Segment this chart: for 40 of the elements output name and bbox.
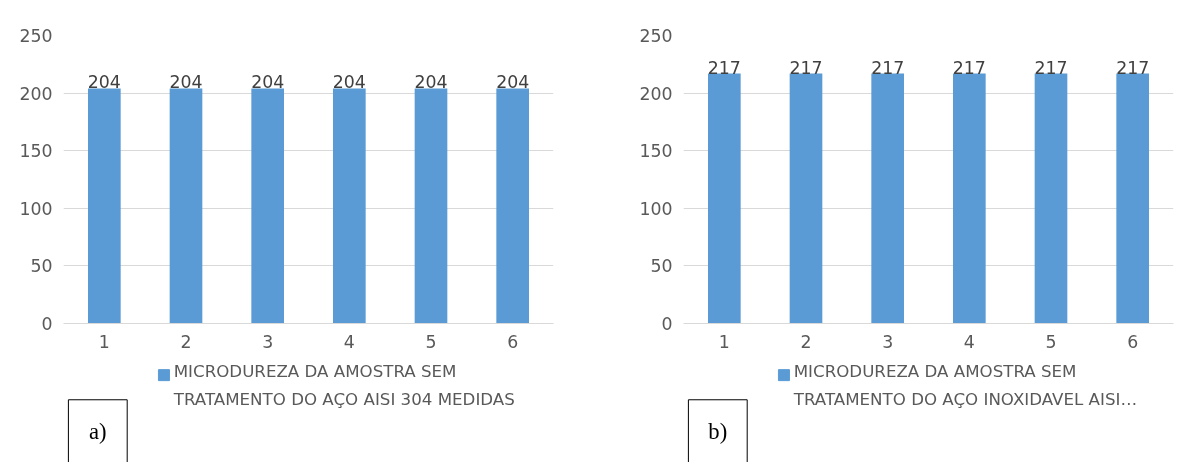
data-label: 217: [871, 57, 905, 78]
data-label: 204: [332, 72, 366, 93]
x-tick-label: 5: [1045, 331, 1057, 352]
x-tick-label: 2: [180, 331, 192, 352]
data-label: 204: [169, 72, 203, 93]
y-tick-label: 150: [639, 141, 673, 162]
text: b): [708, 418, 728, 444]
y-tick-label: 150: [19, 141, 53, 162]
data-label: 217: [707, 57, 741, 78]
y-tick-label: 200: [639, 83, 673, 104]
x-tick-label: 2: [800, 331, 812, 352]
data-label: 217: [1116, 57, 1150, 78]
y-tick-label: 100: [639, 198, 673, 219]
y-tick-label: 250: [639, 26, 673, 46]
x-tick-label: 3: [262, 331, 274, 352]
x-tick-label: 6: [1127, 331, 1139, 352]
y-tick-label: 100: [19, 198, 53, 219]
y-tick-label: 250: [19, 26, 53, 46]
legend-label: MICRODUREZA DA AMOSTRA SEM TRATAMENTO DO AÇO AISI 304 MEDIDAS: [172, 361, 515, 410]
data-label: 217: [952, 57, 986, 78]
x-tick-label: 6: [507, 331, 519, 352]
y-tick-label: 50: [30, 256, 53, 277]
data-label: 217: [1034, 57, 1068, 78]
x-tick-label: 1: [718, 331, 730, 352]
x-tick-label: 1: [98, 331, 110, 352]
legend-label: MICRODUREZA DA AMOSTRA SEM TRATAMENTO DO AÇO INOXIDAVEL AISI…: [792, 361, 1138, 410]
data-label: 204: [251, 72, 285, 93]
data-label: 204: [87, 72, 121, 93]
y-tick-label: 0: [41, 314, 53, 334]
x-tick-label: 4: [963, 331, 975, 352]
x-tick-label: 4: [343, 331, 355, 352]
data-label: 204: [414, 72, 448, 93]
x-tick-label: 3: [882, 331, 894, 352]
y-tick-label: 200: [19, 83, 53, 104]
y-tick-label: 0: [661, 314, 673, 334]
data-label: 204: [496, 72, 530, 93]
data-label: 217: [789, 57, 823, 78]
x-tick-label: 5: [425, 331, 437, 352]
text: a): [89, 418, 107, 444]
y-tick-label: 50: [650, 256, 673, 277]
